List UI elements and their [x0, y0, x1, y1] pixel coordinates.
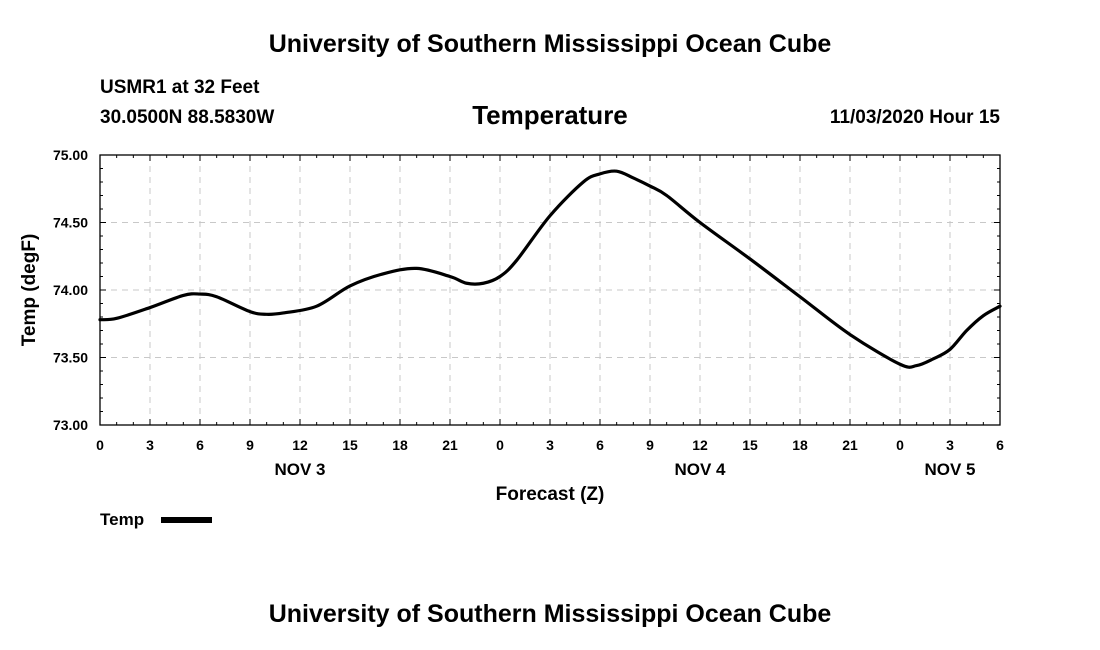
x-tick-label: 3 [946, 437, 954, 453]
coordinates-label: 30.0500N 88.5830W [100, 107, 275, 128]
x-tick-label: 3 [546, 437, 554, 453]
y-tick-label: 74.50 [53, 215, 88, 231]
x-tick-label: 3 [146, 437, 154, 453]
x-tick-label: 6 [596, 437, 604, 453]
y-axis-label: Temp (degF) [19, 234, 40, 347]
x-tick-label: 12 [692, 437, 708, 453]
x-tick-label: 12 [292, 437, 308, 453]
x-tick-label: 0 [496, 437, 504, 453]
day-label: NOV 4 [674, 460, 726, 479]
x-tick-label: 0 [96, 437, 104, 453]
y-tick-label: 75.00 [53, 147, 88, 163]
legend-swatch-temp [161, 517, 212, 523]
x-tick-label: 15 [742, 437, 758, 453]
temp-series-line [98, 169, 1002, 369]
x-tick-label: 21 [842, 437, 858, 453]
x-tick-label: 9 [646, 437, 654, 453]
day-label: NOV 3 [274, 460, 325, 479]
y-tick-label: 73.50 [53, 350, 88, 366]
x-tick-label: 15 [342, 437, 358, 453]
timestamp-label: 11/03/2020 Hour 15 [829, 107, 1000, 128]
x-tick-label: 18 [392, 437, 408, 453]
x-tick-label: 6 [196, 437, 204, 453]
y-tick-label: 74.00 [53, 282, 88, 298]
x-tick-label: 6 [996, 437, 1004, 453]
y-tick-label: 73.00 [53, 417, 88, 433]
legend-label-temp: Temp [100, 510, 144, 529]
x-axis-label: Forecast (Z) [496, 484, 605, 505]
station-label: USMR1 at 32 Feet [100, 77, 260, 98]
chart-title: Temperature [472, 100, 628, 130]
day-label: NOV 5 [924, 460, 975, 479]
x-tick-label: 21 [442, 437, 458, 453]
x-tick-label: 9 [246, 437, 254, 453]
x-tick-label: 18 [792, 437, 808, 453]
main-title: University of Southern Mississippi Ocean… [268, 30, 832, 58]
footer-title: University of Southern Mississippi Ocean… [268, 600, 832, 628]
x-tick-label: 0 [896, 437, 904, 453]
